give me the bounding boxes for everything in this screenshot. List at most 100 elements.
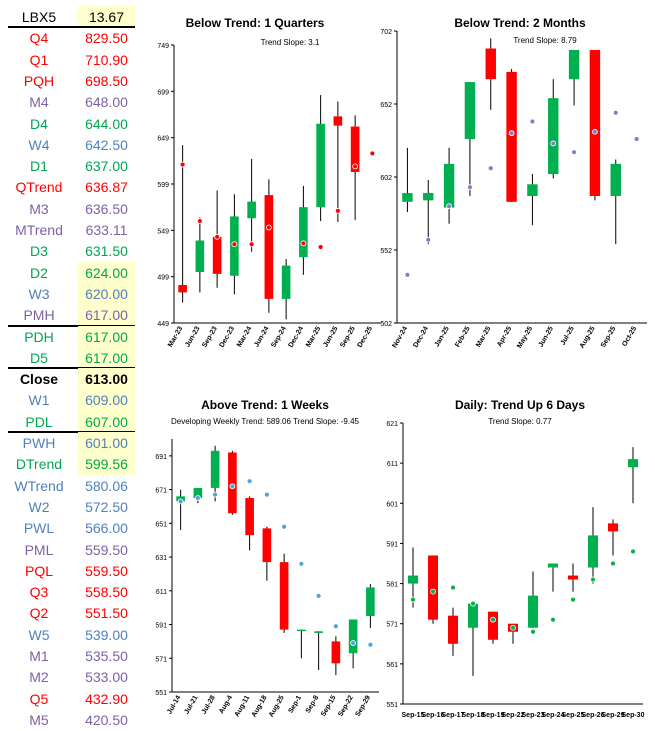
- trend-point: [246, 478, 253, 485]
- level-value: 633.11: [85, 222, 128, 238]
- x-tick-label: Jul-28: [201, 694, 217, 715]
- chart-title: Daily: Trend Up 6 Days: [455, 398, 585, 412]
- trend-point: [214, 233, 221, 240]
- level-value: 601.00: [78, 432, 135, 454]
- level-separator: [8, 26, 135, 29]
- level-label: W3: [28, 285, 50, 302]
- y-tick-label: 621: [386, 421, 398, 428]
- level-label: Q4: [29, 30, 49, 47]
- candle-body: [178, 285, 187, 293]
- level-value: 636.87: [85, 179, 128, 196]
- candle-body: [228, 452, 237, 514]
- trend-point: [317, 244, 324, 250]
- x-tick-label: Sep-17: [442, 712, 465, 719]
- trend-point: [550, 140, 557, 147]
- level-row: D1 637.00: [0, 155, 135, 177]
- x-tick-label: Jul-25: [560, 325, 576, 346]
- trend-point: [404, 271, 411, 278]
- x-tick-label: Feb-25: [454, 325, 471, 348]
- x-tick-label: Sep-16: [422, 712, 445, 719]
- x-tick-label: Oct-25: [621, 325, 638, 347]
- level-label: PDH: [24, 328, 54, 345]
- level-value: 580.06: [85, 477, 128, 494]
- x-tick-label: Sep-25: [562, 712, 585, 719]
- trend-point: [352, 163, 359, 170]
- level-row: PWH 601.00: [0, 432, 135, 454]
- level-separator: [8, 367, 135, 370]
- candle-body: [548, 98, 559, 175]
- level-label: Q1: [29, 51, 49, 68]
- x-tick-label: Sep-15: [402, 712, 425, 719]
- x-tick-label: Jan-25: [434, 325, 451, 348]
- candle-body: [316, 123, 325, 208]
- level-row: W3 620.00: [0, 282, 135, 305]
- level-row: PDL 607.00: [0, 410, 135, 433]
- candle-body: [350, 126, 360, 172]
- level-row: D4 644.00: [0, 113, 135, 135]
- x-tick-label: Sep-22: [337, 694, 355, 717]
- level-row: WTrend 580.06: [0, 475, 135, 497]
- trend-point: [229, 483, 236, 490]
- trend-point: [179, 161, 186, 168]
- level-row: LBX5 13.67: [0, 6, 135, 28]
- y-tick-label: 649: [157, 136, 169, 143]
- trend-point: [570, 596, 576, 603]
- x-tick-label: Dec-24: [288, 325, 306, 348]
- trend-point: [550, 616, 556, 623]
- level-value: 572.50: [85, 498, 128, 515]
- level-row: Q4 829.50: [0, 27, 135, 49]
- level-value: 648.00: [85, 94, 128, 111]
- chart-title: Below Trend: 2 Months: [454, 16, 586, 30]
- y-tick-label: 702: [380, 29, 392, 36]
- trend-point: [430, 588, 436, 595]
- level-label: M3: [29, 200, 49, 217]
- x-tick-label: Sep-15: [320, 694, 338, 717]
- x-tick-label: Mar-25: [305, 325, 322, 348]
- level-label: Q5: [29, 690, 49, 707]
- level-label: D3: [30, 243, 48, 260]
- x-tick-label: Jun-24: [253, 325, 270, 348]
- level-label: PQL: [24, 562, 53, 579]
- candle-body: [568, 575, 578, 580]
- y-tick-label: 499: [157, 275, 169, 282]
- x-tick-label: Sep-22: [502, 712, 525, 719]
- trend-point: [529, 118, 536, 125]
- level-value: 698.50: [85, 72, 128, 89]
- y-tick-label: 551: [155, 690, 167, 697]
- trend-point: [590, 576, 596, 583]
- trend-point: [571, 149, 577, 156]
- level-value: 539.00: [85, 626, 128, 643]
- level-value: 617.00: [78, 304, 135, 327]
- candle-body: [608, 523, 618, 532]
- level-row: D5 617.00: [0, 346, 135, 369]
- trend-point: [630, 548, 636, 555]
- level-row: Close 613.00: [0, 368, 135, 391]
- x-tick-label: Dec-25: [357, 325, 375, 348]
- level-label: WTrend: [14, 477, 64, 494]
- chart-grid: Below Trend: 1 Quarters Trend Slope: 3.1 4…: [135, 0, 655, 731]
- trend-point: [194, 495, 201, 501]
- x-tick-label: Mar-23: [167, 325, 184, 348]
- x-tick-label: Aug-4: [218, 694, 234, 715]
- level-value: 617.00: [78, 346, 135, 369]
- level-row: PWL 566.00: [0, 517, 135, 539]
- level-label: PDL: [25, 413, 53, 430]
- trend-point: [231, 241, 238, 248]
- candle-body: [402, 193, 413, 202]
- trend-point: [315, 592, 322, 599]
- level-label: PML: [24, 541, 54, 558]
- x-tick-label: Jun-25: [322, 325, 339, 348]
- level-row: Q1 710.90: [0, 49, 135, 71]
- level-label: PQH: [23, 72, 55, 89]
- candle-body: [264, 195, 274, 299]
- level-row: Q3 558.50: [0, 581, 135, 603]
- level-value: 710.90: [85, 51, 128, 68]
- level-value: 644.00: [85, 115, 128, 132]
- y-tick-label: 571: [155, 656, 167, 663]
- y-tick-label: 551: [386, 702, 398, 709]
- level-row: D3 631.50: [0, 240, 135, 262]
- level-label: W4: [28, 136, 50, 153]
- candle-body: [488, 611, 498, 640]
- candle-body: [568, 49, 580, 80]
- level-label: M2: [29, 669, 49, 686]
